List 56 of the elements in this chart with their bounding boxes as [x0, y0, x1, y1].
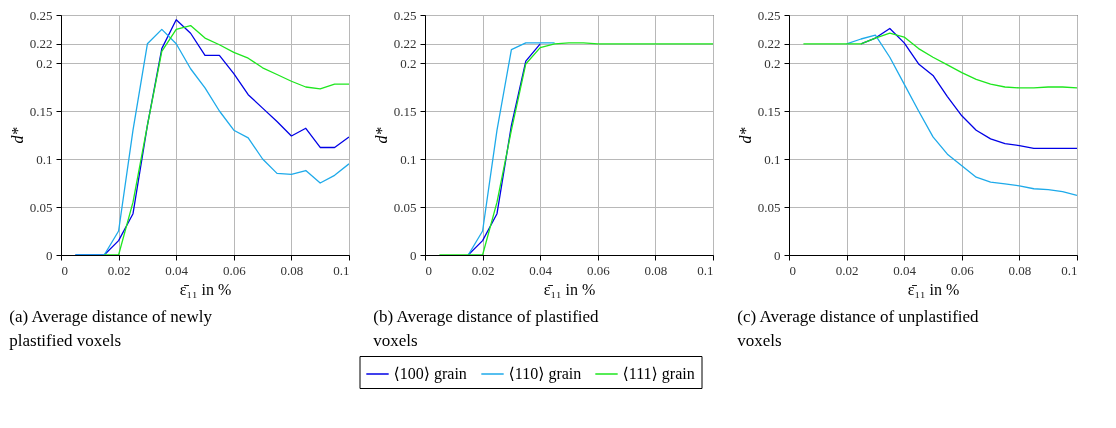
- x-tick-label: 0.04: [893, 262, 917, 278]
- y-tick-label: 0.15: [393, 103, 417, 119]
- text: (b) Average distance of plastified voxels: [373, 307, 600, 350]
- y-tick-label: 0.2: [764, 55, 781, 71]
- y-tick-label: 0.25: [29, 7, 53, 23]
- y-axis-title: d*: [8, 127, 26, 144]
- x-tick-label: 0.1: [1061, 262, 1078, 278]
- x-tick-label: 0.02: [835, 262, 859, 278]
- y-tick-label: 0.05: [393, 199, 417, 215]
- legend-label: ⟨110⟩ grain: [508, 365, 582, 383]
- x-axis-title: ε̄₁₁ in %: [543, 280, 596, 298]
- x-tick-label: 0.04: [165, 262, 189, 278]
- y-tick-label: 0.25: [757, 7, 781, 23]
- line-series: [845, 34, 1077, 197]
- legend-label: ⟨100⟩ grain: [393, 365, 467, 383]
- y-tick-label: 0.15: [29, 103, 53, 119]
- y-axis-title: d*: [372, 127, 390, 144]
- y-tick-label: 0.2: [400, 55, 417, 71]
- y-tick-label: 0: [774, 247, 781, 263]
- x-tick-label: 0.06: [950, 262, 975, 278]
- line-series: [467, 42, 556, 255]
- y-tick-label: 0.05: [757, 199, 781, 215]
- y-tick-label: 0.1: [36, 151, 53, 167]
- y-tick-label: 0.1: [400, 151, 417, 167]
- line-series: [438, 42, 713, 255]
- y-tick-label: 0.22: [29, 36, 53, 52]
- y-tick-label: 0: [410, 247, 417, 263]
- line-series: [802, 32, 1077, 89]
- x-tick-label: 0: [61, 262, 68, 278]
- x-tick-label: 0.06: [222, 262, 247, 278]
- x-tick-label: 0.02: [471, 262, 495, 278]
- x-axis-title: ε̄₁₁ in %: [907, 280, 960, 298]
- y-tick-label: 0.2: [36, 55, 53, 71]
- y-tick-label: 0.15: [757, 103, 781, 119]
- x-tick-label: 0.08: [280, 262, 304, 278]
- line-series: [467, 43, 541, 255]
- text: (a) Average distance of newly plastified voxels: [9, 307, 213, 350]
- y-axis-title: d*: [736, 127, 754, 144]
- y-tick-label: 0.25: [393, 7, 417, 23]
- y-tick-label: 0.22: [757, 36, 781, 52]
- y-tick-label: 0: [46, 247, 53, 263]
- x-tick-label: 0.02: [107, 262, 131, 278]
- x-tick-label: 0.1: [697, 262, 714, 278]
- x-tick-label: 0.08: [1008, 262, 1032, 278]
- y-tick-label: 0.22: [393, 36, 417, 52]
- x-tick-label: 0.08: [644, 262, 668, 278]
- y-tick-label: 0.1: [764, 151, 781, 167]
- text: (c) Average distance of unplastified voxels: [737, 307, 980, 350]
- x-tick-label: 0.04: [529, 262, 553, 278]
- x-tick-label: 0: [425, 262, 432, 278]
- x-axis-title: ε̄₁₁ in %: [179, 280, 232, 298]
- x-tick-label: 0.06: [586, 262, 611, 278]
- y-tick-label: 0.05: [29, 199, 53, 215]
- x-tick-label: 0.1: [333, 262, 350, 278]
- x-tick-label: 0: [789, 262, 796, 278]
- legend-label: ⟨111⟩ grain: [622, 365, 695, 383]
